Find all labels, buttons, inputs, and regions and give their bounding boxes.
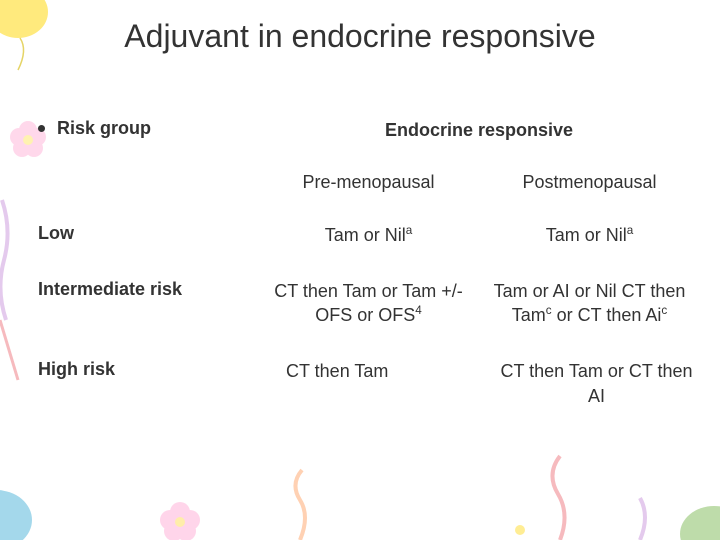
table-row: High risk CT then Tam CT then Tam or CT … bbox=[38, 359, 700, 408]
cell-low-pre: Tam or Nila bbox=[258, 223, 479, 247]
cell-high-pre: CT then Tam bbox=[258, 359, 493, 383]
cell-high-post: CT then Tam or CT then AI bbox=[493, 359, 700, 408]
cell-int-post: Tam or AI or Nil CT then Tamc or CT then… bbox=[479, 279, 700, 328]
table-area: Risk group Endocrine responsive Pre-meno… bbox=[38, 118, 700, 440]
row-label-low: Low bbox=[38, 223, 258, 244]
bullet-dot bbox=[38, 125, 45, 132]
subheader-row: Pre-menopausal Postmenopausal bbox=[38, 170, 700, 194]
endocrine-header: Endocrine responsive bbox=[385, 120, 573, 140]
pre-menopausal-header: Pre-menopausal bbox=[258, 170, 479, 194]
table-row: Low Tam or Nila Tam or Nila bbox=[38, 223, 700, 247]
slide-title: Adjuvant in endocrine responsive bbox=[0, 18, 720, 55]
cell-low-post: Tam or Nila bbox=[479, 223, 700, 247]
cell-int-pre: CT then Tam or Tam +/- OFS or OFS4 bbox=[258, 279, 479, 328]
header-row: Risk group Endocrine responsive bbox=[38, 118, 700, 142]
row-label-intermediate: Intermediate risk bbox=[38, 279, 258, 300]
risk-group-label: Risk group bbox=[57, 118, 151, 139]
postmenopausal-header: Postmenopausal bbox=[479, 170, 700, 194]
risk-group-header: Risk group bbox=[38, 118, 258, 139]
table-row: Intermediate risk CT then Tam or Tam +/-… bbox=[38, 279, 700, 328]
row-label-high: High risk bbox=[38, 359, 258, 380]
